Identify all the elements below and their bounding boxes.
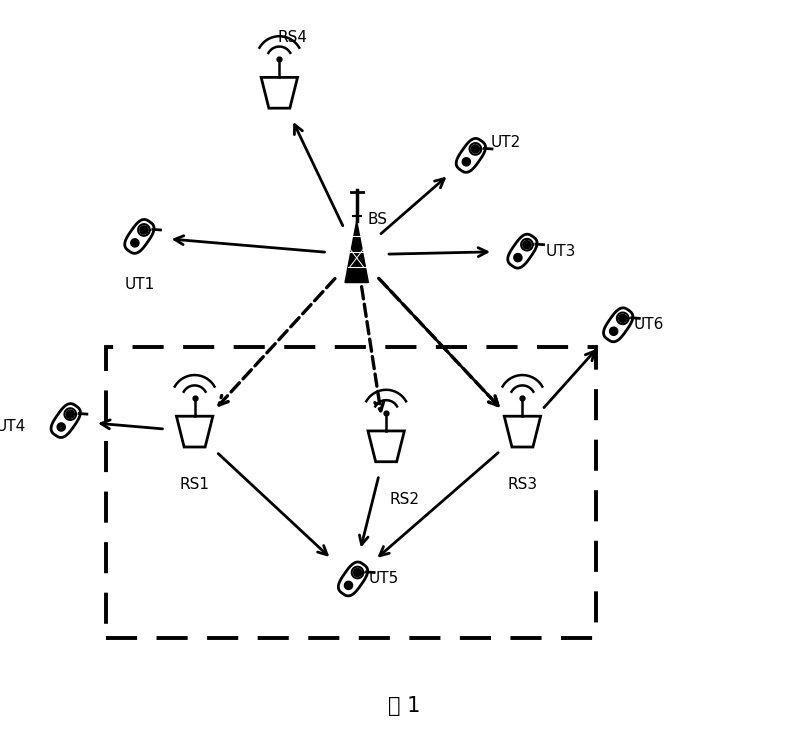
Text: 图 1: 图 1 bbox=[388, 697, 421, 717]
Circle shape bbox=[140, 226, 148, 234]
Polygon shape bbox=[504, 416, 541, 447]
Circle shape bbox=[66, 410, 74, 418]
Text: UT2: UT2 bbox=[491, 134, 522, 150]
Text: RS2: RS2 bbox=[390, 492, 419, 507]
Polygon shape bbox=[177, 416, 213, 447]
Text: UT6: UT6 bbox=[634, 317, 664, 332]
Circle shape bbox=[523, 241, 531, 249]
Circle shape bbox=[610, 327, 618, 335]
Polygon shape bbox=[125, 219, 154, 253]
Circle shape bbox=[57, 423, 66, 431]
Bar bbox=[106, 347, 596, 638]
Text: UT1: UT1 bbox=[124, 277, 154, 292]
Text: RS3: RS3 bbox=[507, 477, 538, 492]
Polygon shape bbox=[368, 431, 404, 462]
Text: RS1: RS1 bbox=[180, 477, 210, 492]
Polygon shape bbox=[508, 234, 537, 268]
Text: UT3: UT3 bbox=[546, 244, 576, 258]
Polygon shape bbox=[603, 308, 633, 342]
Polygon shape bbox=[51, 404, 80, 438]
Circle shape bbox=[471, 145, 479, 153]
Polygon shape bbox=[456, 139, 486, 173]
Text: UT4: UT4 bbox=[0, 419, 26, 434]
Circle shape bbox=[354, 568, 362, 576]
Polygon shape bbox=[261, 77, 298, 108]
Polygon shape bbox=[338, 562, 368, 596]
Text: BS: BS bbox=[367, 212, 387, 227]
Text: RS4: RS4 bbox=[278, 30, 308, 45]
Text: UT5: UT5 bbox=[369, 571, 399, 587]
Circle shape bbox=[514, 254, 522, 262]
Circle shape bbox=[462, 158, 470, 166]
Circle shape bbox=[618, 314, 626, 323]
Circle shape bbox=[345, 582, 353, 590]
Circle shape bbox=[130, 239, 139, 247]
Polygon shape bbox=[345, 221, 368, 283]
